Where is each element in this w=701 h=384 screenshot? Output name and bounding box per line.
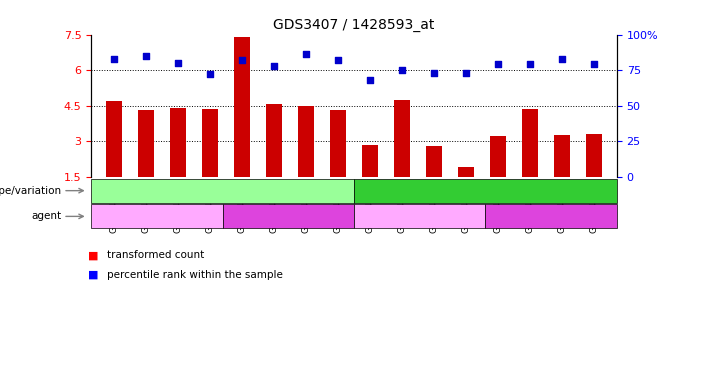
Bar xyxy=(137,110,154,177)
Point xyxy=(365,77,376,83)
Point xyxy=(397,67,408,73)
Text: ■: ■ xyxy=(88,270,98,280)
Text: genotype/variation: genotype/variation xyxy=(0,185,62,196)
Text: PFOA: PFOA xyxy=(273,211,303,222)
Point xyxy=(589,61,600,68)
Point xyxy=(525,61,536,68)
Bar xyxy=(587,134,602,177)
Bar xyxy=(490,136,506,177)
Point xyxy=(300,51,311,58)
Text: wild type: wild type xyxy=(197,185,248,196)
Point xyxy=(557,56,568,62)
Bar xyxy=(266,104,282,177)
Bar xyxy=(330,110,346,177)
Bar xyxy=(170,108,186,177)
Bar xyxy=(106,101,121,177)
Text: control: control xyxy=(400,211,439,222)
Point xyxy=(172,60,183,66)
Point xyxy=(461,70,472,76)
Point xyxy=(108,56,119,62)
Text: ■: ■ xyxy=(88,250,98,260)
Bar xyxy=(426,146,442,177)
Bar xyxy=(458,167,474,177)
Point xyxy=(493,61,504,68)
Bar xyxy=(234,37,250,177)
Text: percentile rank within the sample: percentile rank within the sample xyxy=(107,270,283,280)
Text: PFOA: PFOA xyxy=(536,211,566,222)
Bar xyxy=(298,106,314,177)
Bar xyxy=(554,135,571,177)
Text: transformed count: transformed count xyxy=(107,250,204,260)
Title: GDS3407 / 1428593_at: GDS3407 / 1428593_at xyxy=(273,18,435,32)
Bar xyxy=(394,100,410,177)
Bar xyxy=(522,109,538,177)
Bar xyxy=(202,109,218,177)
Text: PPAR-alpha null: PPAR-alpha null xyxy=(442,185,529,196)
Bar xyxy=(362,145,378,177)
Text: agent: agent xyxy=(32,211,62,222)
Point xyxy=(332,57,343,63)
Point xyxy=(140,53,151,59)
Point xyxy=(236,57,247,63)
Text: control: control xyxy=(137,211,176,222)
Point xyxy=(204,71,215,78)
Point xyxy=(428,70,440,76)
Point xyxy=(268,63,280,69)
